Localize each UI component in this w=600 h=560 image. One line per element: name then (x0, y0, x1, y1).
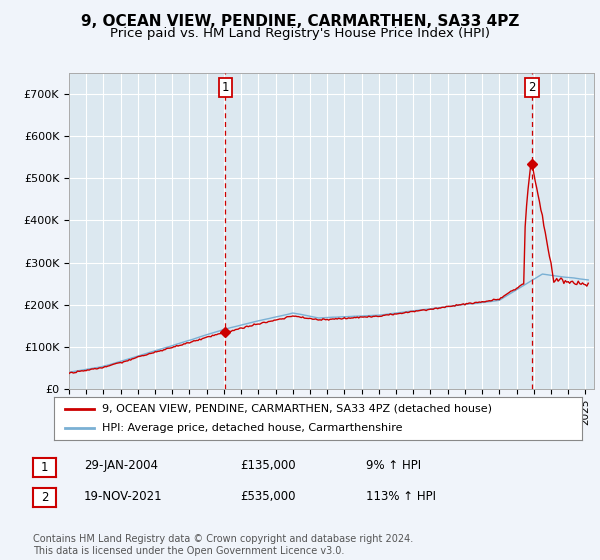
Text: 1: 1 (41, 460, 48, 474)
Text: 1: 1 (221, 81, 229, 94)
Text: 19-NOV-2021: 19-NOV-2021 (84, 490, 163, 503)
Text: 9, OCEAN VIEW, PENDINE, CARMARTHEN, SA33 4PZ: 9, OCEAN VIEW, PENDINE, CARMARTHEN, SA33… (81, 14, 519, 29)
Text: Price paid vs. HM Land Registry's House Price Index (HPI): Price paid vs. HM Land Registry's House … (110, 27, 490, 40)
Text: 113% ↑ HPI: 113% ↑ HPI (366, 490, 436, 503)
Text: 29-JAN-2004: 29-JAN-2004 (84, 459, 158, 473)
Text: 2: 2 (41, 491, 48, 505)
Text: £135,000: £135,000 (240, 459, 296, 473)
Text: 2: 2 (528, 81, 536, 94)
Text: Contains HM Land Registry data © Crown copyright and database right 2024.
This d: Contains HM Land Registry data © Crown c… (33, 534, 413, 556)
Text: £535,000: £535,000 (240, 490, 296, 503)
Text: 9, OCEAN VIEW, PENDINE, CARMARTHEN, SA33 4PZ (detached house): 9, OCEAN VIEW, PENDINE, CARMARTHEN, SA33… (101, 404, 491, 413)
Text: 9% ↑ HPI: 9% ↑ HPI (366, 459, 421, 473)
Text: HPI: Average price, detached house, Carmarthenshire: HPI: Average price, detached house, Carm… (101, 423, 402, 433)
